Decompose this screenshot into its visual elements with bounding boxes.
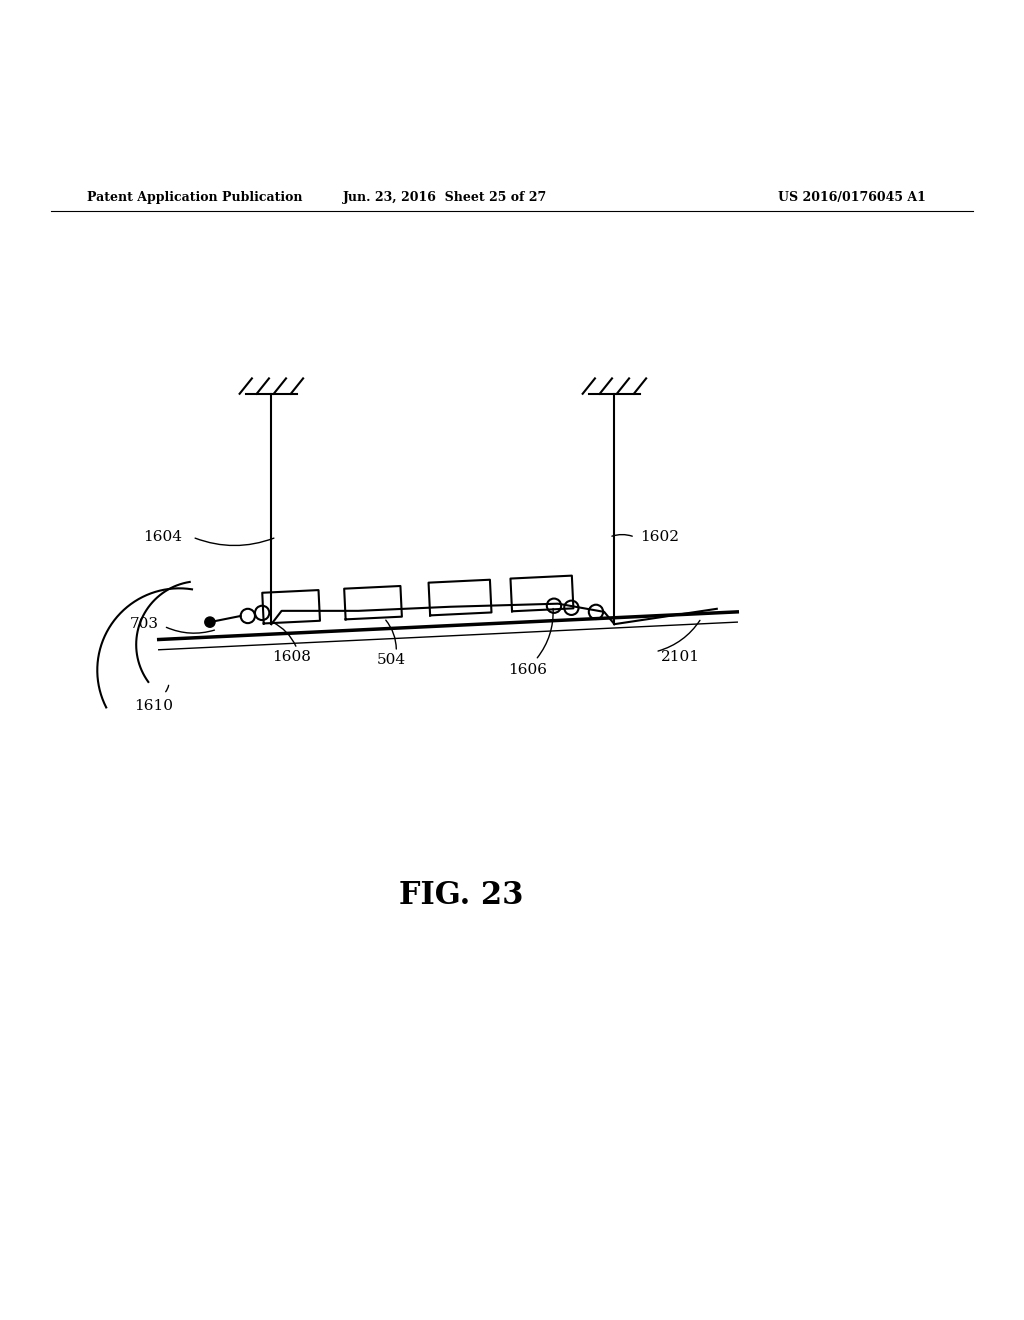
- Text: 1602: 1602: [640, 531, 679, 544]
- Circle shape: [205, 616, 215, 627]
- Text: 1610: 1610: [134, 700, 173, 713]
- Text: 2101: 2101: [660, 649, 699, 664]
- Text: Patent Application Publication: Patent Application Publication: [87, 190, 302, 203]
- Text: 504: 504: [377, 653, 406, 667]
- Text: FIG. 23: FIG. 23: [398, 880, 523, 911]
- Text: 1606: 1606: [508, 663, 547, 677]
- Text: 1604: 1604: [143, 531, 182, 544]
- Text: 703: 703: [130, 618, 159, 631]
- Text: Jun. 23, 2016  Sheet 25 of 27: Jun. 23, 2016 Sheet 25 of 27: [343, 190, 548, 203]
- Text: 1608: 1608: [272, 649, 311, 664]
- Text: US 2016/0176045 A1: US 2016/0176045 A1: [778, 190, 926, 203]
